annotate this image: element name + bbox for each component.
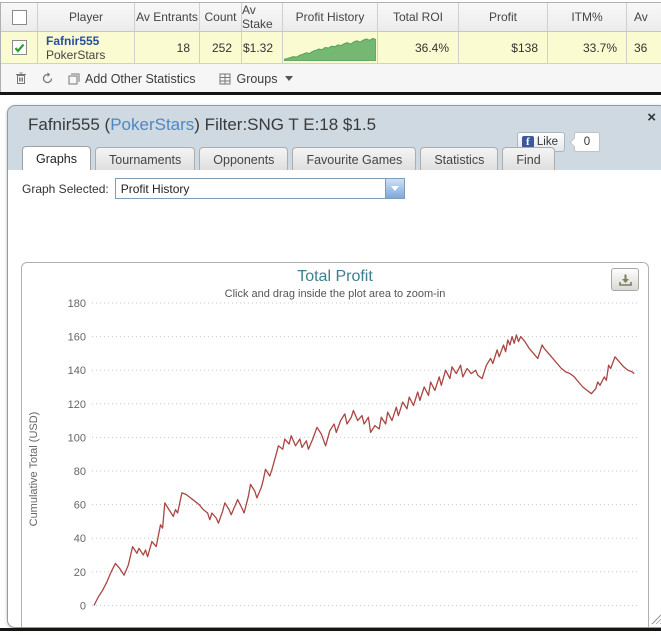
svg-text:100: 100 — [68, 432, 86, 444]
profit-history-cell — [283, 32, 378, 63]
svg-text:160: 160 — [68, 332, 86, 344]
player-site: PokerStars — [46, 47, 106, 62]
select-all-cell — [1, 3, 38, 31]
count-value: 252 — [200, 32, 242, 63]
chevron-down-icon — [285, 76, 294, 81]
graph-selected-row: Graph Selected: Profit History — [22, 178, 405, 199]
av-partial-value: 36 — [634, 40, 648, 55]
facebook-like-label: Like — [536, 136, 558, 148]
stats-table-header-row: Player Av Entrants Count Av Stake Profit… — [1, 3, 661, 32]
stats-table-toolbar: Add Other Statistics Groups — [1, 64, 661, 94]
trash-icon — [15, 72, 27, 85]
player-detail-dialog: Fafnir555 (PokerStars) Filter:SNG T E:18… — [7, 105, 661, 628]
tab-tournaments[interactable]: Tournaments — [95, 147, 196, 171]
col-header-av-entrants[interactable]: Av Entrants — [135, 3, 200, 31]
svg-text:60: 60 — [74, 500, 86, 512]
av-entrants-value: 18 — [135, 32, 200, 63]
col-header-profit-history[interactable]: Profit History — [283, 3, 378, 31]
svg-text:120: 120 — [68, 399, 86, 411]
player-stats-table: Player Av Entrants Count Av Stake Profit… — [0, 2, 661, 94]
row-checkbox[interactable] — [11, 40, 27, 55]
select-dropdown-button[interactable] — [384, 179, 404, 198]
dialog-tabs: Graphs Tournaments Opponents Favourite G… — [22, 146, 555, 171]
check-icon — [14, 43, 24, 53]
y-axis-title: Cumulative Total (USD) — [28, 411, 40, 527]
row-checkbox-cell — [1, 32, 38, 63]
groups-dropdown[interactable]: Groups — [219, 71, 294, 86]
col-header-total-roi[interactable]: Total ROI — [378, 3, 459, 31]
tab-find[interactable]: Find — [502, 147, 555, 171]
delete-row-button[interactable] — [15, 72, 27, 85]
chart-subtitle: Click and drag inside the plot area to z… — [224, 288, 446, 300]
dialog-title-player: Fafnir555 ( — [28, 115, 111, 134]
facebook-icon: f — [521, 136, 534, 148]
player-cell: Fafnir555 PokerStars — [38, 32, 135, 63]
groups-grid-icon — [219, 73, 231, 85]
chart-download-button[interactable] — [611, 268, 639, 291]
refresh-icon — [41, 72, 54, 85]
tab-graphs[interactable]: Graphs — [22, 146, 91, 171]
tab-statistics[interactable]: Statistics — [420, 147, 499, 171]
plot-area[interactable]: -200204060801001201401601800501001502002… — [22, 263, 648, 628]
add-other-statistics-button[interactable]: Add Other Statistics — [68, 72, 195, 86]
graph-select-value: Profit History — [120, 181, 190, 196]
svg-text:80: 80 — [74, 466, 86, 478]
svg-text:40: 40 — [74, 533, 86, 545]
refresh-button[interactable] — [41, 72, 54, 85]
facebook-like-count: 0 — [574, 132, 600, 152]
groups-label: Groups — [236, 71, 278, 86]
add-other-statistics-label: Add Other Statistics — [85, 71, 196, 86]
col-header-player[interactable]: Player — [38, 3, 135, 31]
svg-text:140: 140 — [68, 365, 86, 377]
col-header-av-stake[interactable]: Av Stake — [242, 3, 283, 31]
graph-select[interactable]: Profit History — [114, 178, 405, 199]
col-header-av-partial[interactable]: Av — [634, 10, 648, 24]
tab-opponents[interactable]: Opponents — [199, 147, 289, 171]
profit-value: $138 — [459, 32, 548, 63]
graph-selected-label: Graph Selected: — [22, 181, 109, 196]
bottom-divider — [0, 628, 661, 631]
dialog-title-site-link[interactable]: PokerStars — [110, 115, 195, 134]
itm-value: 33.7% — [548, 32, 627, 63]
svg-text:180: 180 — [68, 298, 86, 310]
select-all-checkbox[interactable] — [11, 9, 27, 25]
profit-sparkline — [284, 37, 376, 61]
download-icon — [618, 274, 632, 286]
col-header-count[interactable]: Count — [200, 3, 242, 31]
add-statistics-icon — [68, 73, 80, 85]
total-roi-value: 36.4% — [378, 32, 459, 63]
svg-text:20: 20 — [74, 567, 86, 579]
col-header-profit[interactable]: Profit — [459, 3, 548, 31]
dialog-title: Fafnir555 (PokerStars) Filter:SNG T E:18… — [28, 115, 376, 135]
pane-divider — [0, 92, 661, 95]
table-row[interactable]: Fafnir555 PokerStars 18 252 $1.32 36.4% … — [1, 32, 661, 64]
svg-text:0: 0 — [80, 600, 86, 612]
close-icon[interactable]: × — [647, 109, 656, 126]
chart-panel: Total Profit Click and drag inside the p… — [21, 262, 649, 628]
resize-handle[interactable] — [651, 613, 661, 624]
chart-title: Total Profit — [297, 268, 373, 285]
dialog-title-filter: ) Filter:SNG T E:18 $1.5 — [194, 115, 377, 134]
tab-favourite-games[interactable]: Favourite Games — [292, 147, 417, 171]
av-stake-value: $1.32 — [242, 32, 283, 63]
player-name-link[interactable]: Fafnir555 — [46, 33, 100, 48]
dialog-body: Graph Selected: Profit History Total Pro… — [8, 170, 661, 627]
col-header-itm[interactable]: ITM% — [548, 3, 627, 31]
